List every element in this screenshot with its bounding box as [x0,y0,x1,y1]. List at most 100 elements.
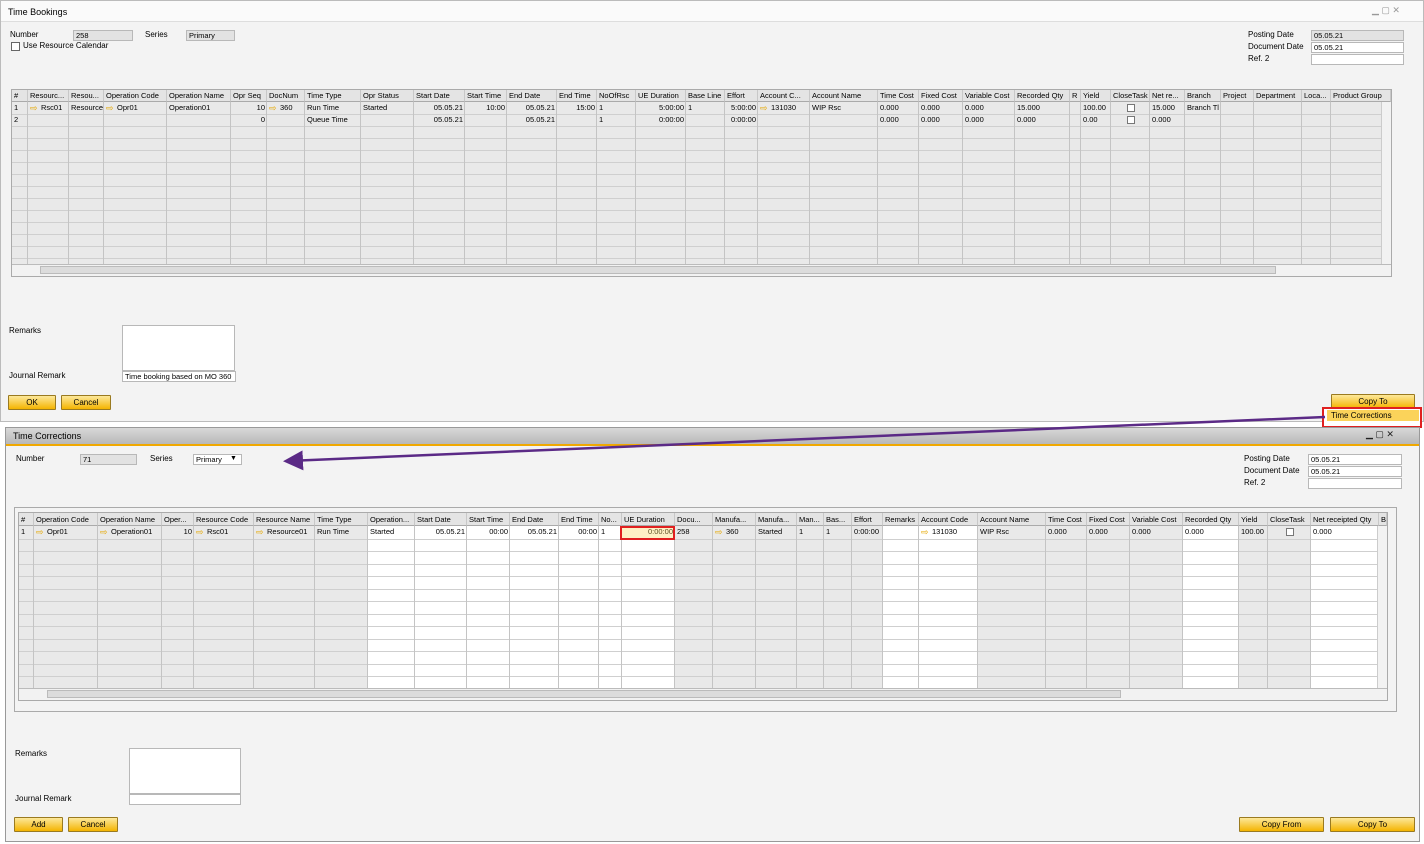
column-header[interactable]: DocNum [267,90,305,102]
scroll-thumb[interactable] [47,690,1121,698]
link-arrow[interactable]: ⇨ [921,527,929,537]
link-arrow[interactable]: ⇨ [30,103,38,113]
column-header[interactable]: No... [599,513,622,526]
column-header[interactable]: Yield [1239,513,1268,526]
add-button[interactable]: Add [14,817,63,832]
remarks-field[interactable] [122,325,235,371]
column-header[interactable]: Time Type [305,90,361,102]
column-header[interactable]: Time Type [315,513,368,526]
column-header[interactable]: Manufa... [756,513,797,526]
column-header[interactable]: Branch [1185,90,1221,102]
scroll-thumb[interactable] [40,266,1276,274]
link-arrow[interactable]: ⇨ [256,527,264,537]
column-header[interactable]: Recorded Qty [1015,90,1070,102]
column-header[interactable]: NoOfRsc [597,90,636,102]
column-header[interactable]: Resource Code [194,513,254,526]
column-header[interactable]: Product Group [1331,90,1391,102]
column-header[interactable]: Start Time [465,90,507,102]
column-header[interactable]: Manufa... [713,513,756,526]
column-header[interactable]: Variable Cost [1130,513,1183,526]
column-header[interactable]: Account Name [810,90,878,102]
column-header[interactable]: Operation... [368,513,415,526]
column-header[interactable]: # [19,513,34,526]
column-header[interactable]: End Time [557,90,597,102]
column-header[interactable]: Resou... [69,90,104,102]
column-header[interactable]: Fixed Cost [1087,513,1130,526]
vscrollbar[interactable] [1377,526,1387,688]
column-header[interactable]: Operation Code [104,90,167,102]
column-header[interactable]: Start Date [414,90,465,102]
link-arrow[interactable]: ⇨ [36,527,44,537]
column-header[interactable]: R [1070,90,1081,102]
document-date[interactable]: 05.05.21 [1308,466,1402,477]
cancel-button[interactable]: Cancel [61,395,111,410]
link-arrow[interactable]: ⇨ [196,527,204,537]
window-controls[interactable]: ▁ ▢ ✕ [1366,429,1394,439]
link-arrow[interactable]: ⇨ [106,103,114,113]
column-header[interactable]: UE Duration [622,513,675,526]
column-header[interactable]: # [12,90,28,102]
column-header[interactable]: B [1379,513,1387,526]
column-header[interactable]: Time Cost [1046,513,1087,526]
column-header[interactable]: Base Line [686,90,725,102]
ref2-field[interactable] [1311,54,1404,65]
series-field[interactable]: Primary [193,454,242,465]
link-arrow[interactable]: ⇨ [100,527,108,537]
column-header[interactable]: Effort [852,513,883,526]
link-arrow[interactable]: ⇨ [715,527,723,537]
column-header[interactable]: Time Cost [878,90,919,102]
column-header[interactable]: Account Code [919,513,978,526]
column-header[interactable]: Account Name [978,513,1046,526]
column-header[interactable]: Opr Status [361,90,414,102]
checkbox[interactable] [1285,528,1294,536]
column-header[interactable]: Opr Seq [231,90,267,102]
column-header[interactable]: Net receipted Qty [1311,513,1379,526]
column-header[interactable]: Remarks [883,513,919,526]
posting-date[interactable]: 05.05.21 [1308,454,1402,465]
link-arrow[interactable]: ⇨ [760,103,768,113]
link-arrow[interactable]: ⇨ [269,103,277,113]
column-header[interactable]: End Date [507,90,557,102]
column-header[interactable]: Recorded Qty [1183,513,1239,526]
column-header[interactable]: End Date [510,513,559,526]
column-header[interactable]: Yield [1081,90,1111,102]
column-header[interactable]: CloseTask [1111,90,1150,102]
column-header[interactable]: CloseTask [1268,513,1311,526]
checkbox[interactable] [1126,116,1135,124]
ok-button[interactable]: OK [8,395,56,410]
column-header[interactable]: Net re... [1150,90,1185,102]
column-header[interactable]: Docu... [675,513,713,526]
checkbox[interactable] [11,42,20,51]
column-header[interactable]: Operation Name [167,90,231,102]
column-header[interactable]: Bas... [824,513,852,526]
column-header[interactable]: Account C... [758,90,810,102]
column-header[interactable]: Man... [797,513,824,526]
menu-item[interactable]: Time Corrections [1327,410,1419,421]
column-header[interactable]: Start Date [415,513,467,526]
column-header[interactable]: Project [1221,90,1254,102]
copy-from-button[interactable]: Copy From [1239,817,1324,832]
column-header[interactable]: Department [1254,90,1302,102]
cancel-button[interactable]: Cancel [68,817,118,832]
vscrollbar[interactable] [1381,102,1391,264]
column-header[interactable]: Start Time [467,513,510,526]
column-header[interactable]: Operation Name [98,513,162,526]
checkbox[interactable] [1126,104,1135,112]
copy-to-button[interactable]: Copy To [1330,817,1415,832]
window-controls[interactable]: ▁ ▢ ✕ [1372,5,1400,15]
column-header[interactable]: Oper... [162,513,194,526]
document-date[interactable]: 05.05.21 [1311,42,1404,53]
series-field[interactable]: Primary [186,30,235,41]
column-header[interactable]: End Time [559,513,599,526]
column-header[interactable]: Loca... [1302,90,1331,102]
column-header[interactable]: Effort [725,90,758,102]
journal-remark-field[interactable] [129,794,241,805]
ref2-field[interactable] [1308,478,1402,489]
column-header[interactable]: UE Duration [636,90,686,102]
remarks-field[interactable] [129,748,241,794]
column-header[interactable]: Resourc... [28,90,69,102]
column-header[interactable]: Resource Name [254,513,315,526]
column-header[interactable]: Variable Cost [963,90,1015,102]
column-header[interactable]: Fixed Cost [919,90,963,102]
column-header[interactable]: Operation Code [34,513,98,526]
